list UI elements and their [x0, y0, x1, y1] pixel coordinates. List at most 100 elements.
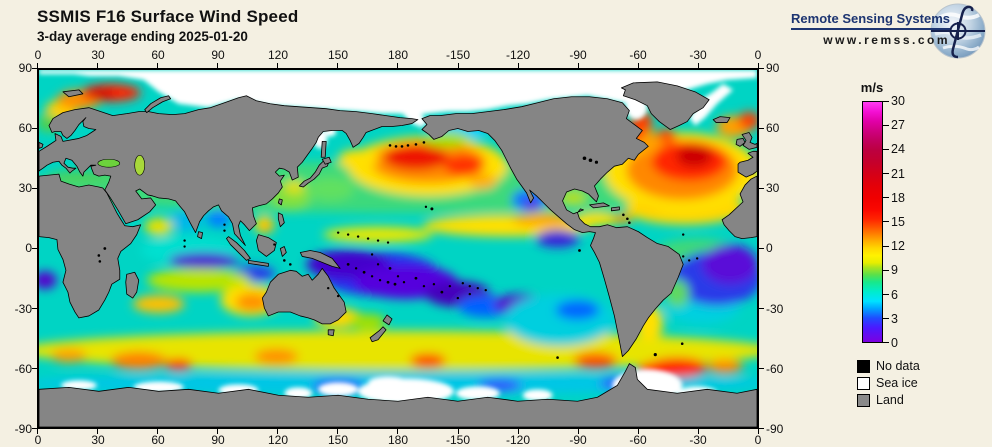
- globe-logo-icon: [930, 3, 986, 59]
- colorbar: [862, 101, 883, 343]
- tick-mark: [337, 429, 339, 434]
- borneo: [255, 234, 277, 257]
- lon-tick-label: 120: [267, 433, 289, 447]
- lat-tick-label: -90: [766, 421, 784, 436]
- sakhalin: [320, 141, 327, 158]
- tick-mark: [97, 63, 99, 68]
- new-guinea: [299, 250, 341, 269]
- caspian-sea: [134, 154, 146, 176]
- tick-mark: [517, 429, 519, 434]
- lon-tick-label: -30: [689, 48, 707, 62]
- lon-tick-label: 150: [327, 48, 349, 62]
- tick-mark: [883, 269, 889, 271]
- tick-mark: [32, 188, 37, 189]
- lon-tick-label: 0: [754, 48, 762, 62]
- tick-mark: [883, 293, 889, 295]
- colorbar-tick-label: 24: [891, 142, 905, 157]
- colorbar-tick-label: 15: [891, 214, 905, 229]
- tick-mark: [759, 368, 764, 369]
- philippines: [277, 212, 285, 228]
- lon-tickmarks-top: [37, 63, 759, 68]
- tick-mark: [37, 63, 38, 68]
- tick-mark: [757, 429, 759, 434]
- wind-speed-map[interactable]: [19, 68, 777, 429]
- americas: [421, 96, 684, 357]
- sulawesi: [279, 246, 287, 257]
- logo[interactable]: Remote Sensing Systems www.remss.com: [791, 10, 950, 47]
- uk-left: [38, 141, 44, 149]
- lat-tick-label: 90: [766, 61, 780, 75]
- lat-tick-label: -60: [14, 361, 32, 376]
- black-sea: [97, 158, 121, 168]
- hispaniola: [611, 206, 620, 212]
- japan: [298, 159, 330, 188]
- lat-tick-label: 0: [25, 241, 32, 256]
- tick-mark: [457, 429, 459, 434]
- africa: [38, 173, 142, 319]
- tick-mark: [217, 63, 219, 68]
- tick-mark: [883, 125, 889, 127]
- legend-row-land: Land: [857, 393, 920, 407]
- colorbar-tick-label: 21: [891, 166, 905, 181]
- tick-mark: [883, 149, 889, 151]
- colorbar-tick-label: 12: [891, 239, 905, 254]
- cuba: [589, 202, 610, 209]
- page-title: SSMIS F16 Surface Wind Speed: [37, 7, 299, 26]
- tick-mark: [32, 68, 37, 69]
- tick-mark: [759, 308, 764, 309]
- legend-label: No data: [876, 359, 920, 373]
- tick-mark: [32, 128, 37, 129]
- tick-mark: [759, 128, 764, 129]
- lon-tick-label: 90: [211, 433, 225, 447]
- tick-mark: [32, 308, 37, 309]
- tick-mark: [577, 429, 579, 434]
- legend: No data Sea ice Land: [857, 359, 920, 410]
- tick-mark: [32, 248, 37, 249]
- sri-lanka: [197, 231, 203, 239]
- lat-tick-label: 60: [766, 121, 780, 136]
- tick-mark: [883, 197, 889, 199]
- colorbar-tick-label: 6: [891, 287, 898, 302]
- sea-ice-swatch: [857, 376, 870, 390]
- lon-tick-label: 60: [151, 48, 165, 62]
- lon-tick-label: 0: [34, 48, 42, 62]
- no-data-speckles-layer: [97, 141, 699, 359]
- lon-tick-label: -150: [445, 433, 471, 447]
- logo-url[interactable]: www.remss.com: [823, 33, 950, 47]
- lon-tick-label: 60: [151, 433, 165, 447]
- lat-tick-label: 30: [766, 181, 780, 196]
- colorbar-unit-label: m/s: [860, 80, 884, 95]
- lon-tick-label: 30: [91, 48, 105, 62]
- tasmania: [327, 329, 335, 337]
- uk-right: [741, 132, 758, 150]
- lon-axis-bottom: 0 30 60 90 120 150 180 -150 -120 -90 -60 -30 0: [25, 433, 771, 447]
- lat-tick-label: 60: [18, 121, 32, 136]
- tick-mark: [397, 63, 399, 68]
- tick-mark: [397, 429, 399, 434]
- lon-tick-label: 120: [267, 48, 289, 62]
- eurasia: [38, 95, 419, 246]
- tick-mark: [697, 63, 699, 68]
- tick-mark: [759, 248, 764, 249]
- lon-tick-label: -60: [629, 48, 647, 62]
- tick-mark: [157, 429, 159, 434]
- page-subtitle: 3-day average ending 2025-01-20: [37, 29, 248, 44]
- lon-tick-label: -60: [629, 433, 647, 447]
- lat-tick-label: -30: [14, 301, 32, 316]
- tick-mark: [37, 429, 38, 434]
- colorbar-tick-label: 30: [891, 94, 905, 108]
- tick-mark: [637, 63, 639, 68]
- iberia-france-right: [737, 150, 758, 178]
- lat-tick-label: -30: [766, 301, 784, 316]
- iceland: [712, 116, 731, 123]
- legend-row-sea-ice: Sea ice: [857, 376, 920, 390]
- lon-tick-label: 0: [34, 433, 42, 447]
- tick-mark: [517, 63, 519, 68]
- lat-tick-label: 0: [766, 241, 773, 256]
- colorbar-tick-label: 18: [891, 190, 905, 205]
- colorbar-labels: 30 27 24 21 18 15 12 9 6 3 0: [891, 93, 917, 351]
- tick-mark: [277, 429, 279, 434]
- logo-name[interactable]: Remote Sensing Systems: [791, 11, 950, 30]
- antarctica: [38, 363, 758, 428]
